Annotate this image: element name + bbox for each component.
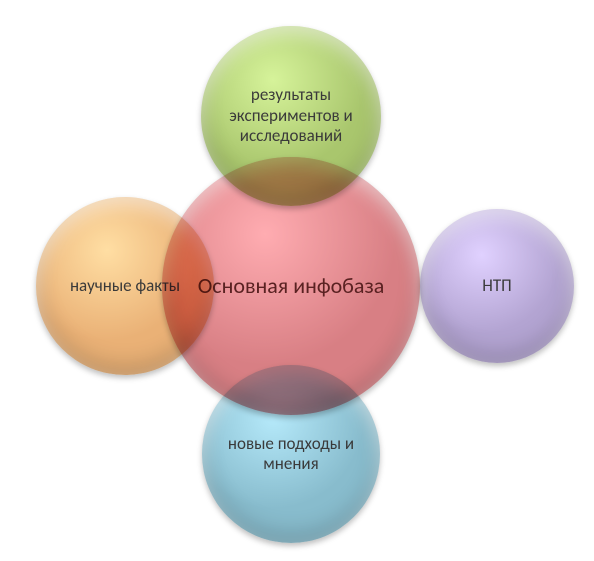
satellite-left-label: научные факты xyxy=(60,276,190,296)
venn-diagram: Основная инфобаза результаты эксперимент… xyxy=(0,0,594,561)
satellite-bottom-label: новые подходы и мнения xyxy=(202,434,380,475)
satellite-top-label: результаты экспериментов и исследований xyxy=(201,85,381,146)
satellite-left: научные факты xyxy=(36,197,214,375)
satellite-right: НТП xyxy=(420,209,574,363)
satellite-right-label: НТП xyxy=(472,276,521,296)
center-label: Основная инфобаза xyxy=(188,273,395,299)
satellite-top: результаты экспериментов и исследований xyxy=(201,26,381,206)
satellite-bottom: новые подходы и мнения xyxy=(202,365,380,543)
